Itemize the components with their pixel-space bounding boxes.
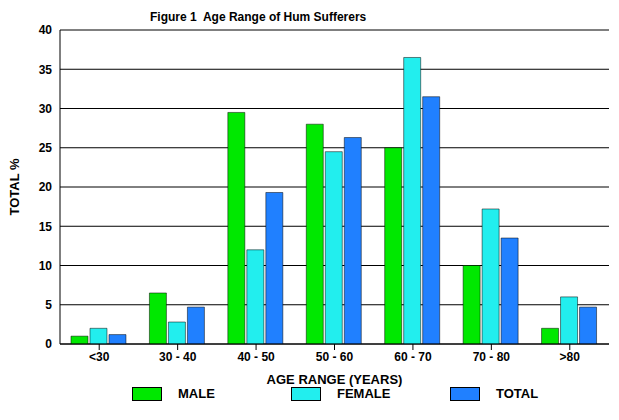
html-text:Figure 1 Age Range of Hum Suff: Figure 1 Age Range of Hum Sufferers xyxy=(150,10,367,24)
svg-text:15: 15 xyxy=(39,220,53,234)
svg-text:40 - 50: 40 - 50 xyxy=(237,350,275,364)
svg-text:TOTAL %: TOTAL % xyxy=(8,158,22,216)
svg-text:30 - 40: 30 - 40 xyxy=(159,350,197,364)
svg-text:35: 35 xyxy=(39,63,53,77)
svg-text:>80: >80 xyxy=(560,350,581,364)
html-text:MALE: MALE xyxy=(178,386,215,401)
svg-text:50 - 60: 50 - 60 xyxy=(316,350,354,364)
html-text:FEMALE: FEMALE xyxy=(337,386,391,401)
svg-text:25: 25 xyxy=(39,141,53,155)
svg-text:0: 0 xyxy=(45,337,52,351)
svg-text:30: 30 xyxy=(39,102,53,116)
svg-text:5: 5 xyxy=(45,298,52,312)
html-text:TOTAL: TOTAL xyxy=(496,386,539,401)
svg-text:60 - 70: 60 - 70 xyxy=(394,350,432,364)
svg-text:40: 40 xyxy=(39,23,53,37)
svg-text:20: 20 xyxy=(39,180,53,194)
svg-text:AGE RANGE (YEARS): AGE RANGE (YEARS) xyxy=(267,372,403,387)
svg-text:70 - 80: 70 - 80 xyxy=(473,350,511,364)
svg-text:<30: <30 xyxy=(89,350,110,364)
svg-text:10: 10 xyxy=(39,259,53,273)
